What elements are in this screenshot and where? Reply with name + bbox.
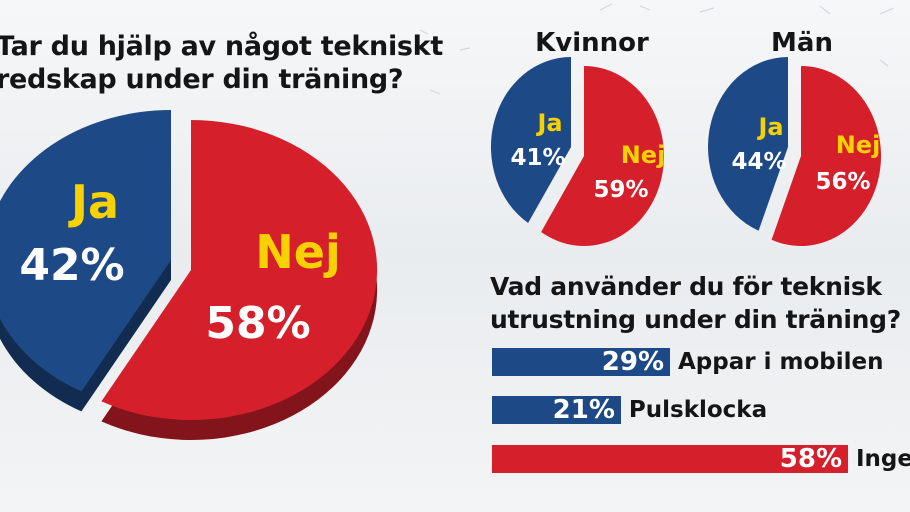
bar-2 xyxy=(492,396,621,424)
kvinnor-pie-chart: Ja 41% Nej 59% xyxy=(490,56,666,246)
bar-value-3: 58% xyxy=(779,444,842,474)
bar-chart-title-line-2: utrustning under din träning? xyxy=(490,305,901,334)
bar-3 xyxy=(492,445,848,473)
bar-label-3: Ingen xyxy=(856,446,910,472)
main-pie-slice-nej xyxy=(101,119,378,420)
bar-label-2: Pulsklocka xyxy=(628,397,768,423)
man-pie-value-nej: 56% xyxy=(815,169,870,195)
man-pie-value-ja: 44% xyxy=(731,149,786,175)
main-pie-slice-ja xyxy=(0,110,171,392)
bar-chart-title: Vad använder du för teknisk utrustning u… xyxy=(490,270,901,336)
main-pie-value-ja: 42% xyxy=(19,240,124,291)
man-pie-chart: Ja 44% Nej 56% xyxy=(708,57,882,246)
bar-value-1: 29% xyxy=(601,347,664,377)
kvinnor-pie-slice-nej xyxy=(541,66,664,246)
man-pie-label-ja: Ja xyxy=(756,113,783,141)
main-pie-chart: Ja 42% Nej 58% xyxy=(0,110,378,440)
main-pie-label-ja: Ja xyxy=(68,175,119,229)
main-title-line-1: Tar du hjälp av något tekniskt xyxy=(0,31,443,62)
kvinnor-pie-label-ja: Ja xyxy=(535,109,562,137)
main-pie-label-nej: Nej xyxy=(255,225,340,279)
kvinnor-pie-slice-ja xyxy=(490,56,571,223)
bar-label-1: Appar i mobilen xyxy=(678,349,884,375)
main-title: Tar du hjälp av något tekniskt redskap u… xyxy=(0,30,443,96)
kvinnor-pie-value-ja: 41% xyxy=(510,145,565,171)
man-pie-label-nej: Nej xyxy=(836,131,881,159)
kvinnor-pie-label-nej: Nej xyxy=(621,141,666,169)
man-pie-slice-ja xyxy=(708,57,788,231)
man-pie-slice-nej xyxy=(771,66,882,246)
kvinnor-pie-value-nej: 59% xyxy=(593,177,648,203)
pie-title-man: Män xyxy=(771,28,833,58)
bar-chart-title-line-1: Vad använder du för teknisk xyxy=(490,272,882,301)
main-pie-value-nej: 58% xyxy=(205,298,310,349)
bar-value-2: 21% xyxy=(552,395,615,425)
main-title-line-2: redskap under din träning? xyxy=(0,64,404,95)
bar-1 xyxy=(492,348,670,376)
pie-title-kvinnor: Kvinnor xyxy=(535,28,649,58)
